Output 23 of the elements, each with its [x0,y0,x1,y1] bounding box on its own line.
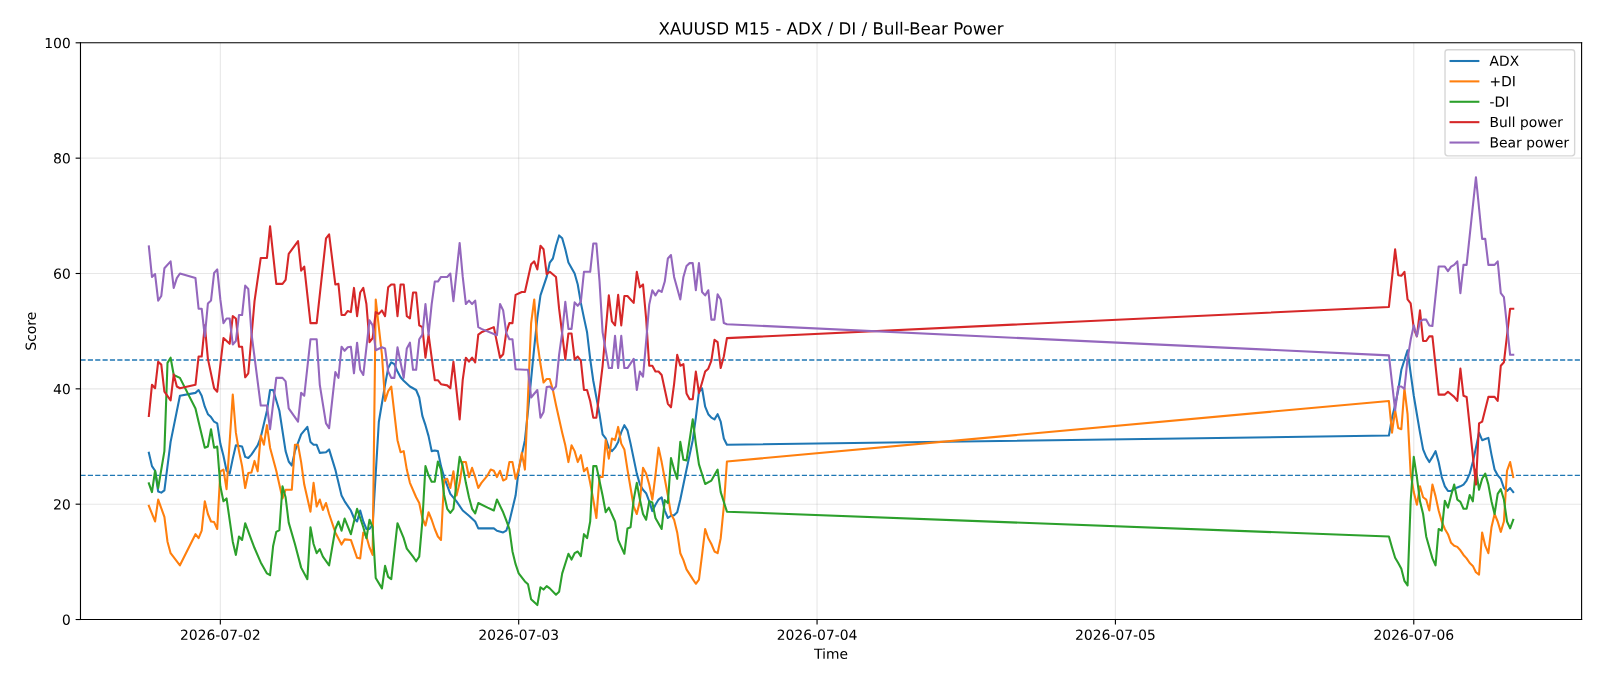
line-series [147,225,1515,486]
line-series [147,176,1515,431]
line-series [147,298,1515,585]
line-series [147,356,1515,607]
legend-label: -DI [1490,96,1508,107]
legend-label: +DI [1490,76,1515,87]
x-tick-label: 2026-07-02 [181,629,260,640]
legend-label: ADX [1489,55,1519,66]
y-tick-label: 80 [54,153,70,164]
y-tick-label: 100 [45,37,70,49]
x-tick-label: 2026-07-05 [1076,629,1155,640]
legend-label: Bull power [1490,116,1563,130]
x-tick-label: 2026-07-03 [479,629,558,640]
y-tick-label: 20 [54,499,70,510]
x-tick-label: 2026-07-06 [1374,629,1454,640]
y-axis-title: Score [25,312,36,350]
chart-title: XAUUSD M15 - ADX / DI / Bull-Bear Power [659,21,1004,37]
legend-label: Bear power [1490,137,1570,151]
y-tick-label: 0 [62,614,70,625]
y-tick-label: 40 [53,383,70,395]
y-tick-label: 60 [54,268,70,279]
x-tick-label: 2026-07-04 [777,629,857,640]
x-axis-title: Time [814,648,848,659]
